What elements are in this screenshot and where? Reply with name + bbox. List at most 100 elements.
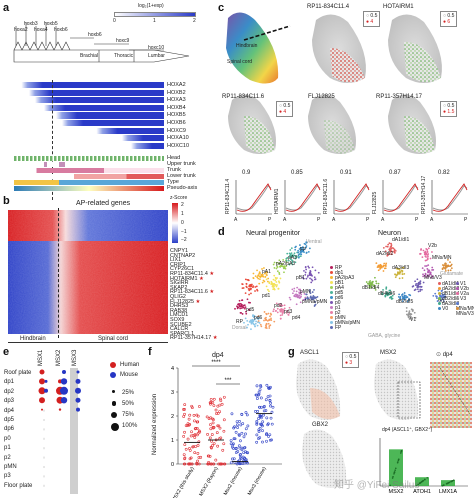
umap-point	[441, 268, 444, 271]
ap-axis-arrow	[8, 342, 168, 343]
umap-point	[305, 293, 308, 296]
umap-point	[265, 285, 268, 288]
region-thoracic: Thoracic	[114, 53, 134, 59]
umap-point	[279, 266, 282, 268]
ap-curve-plot	[382, 180, 419, 215]
umap-point	[276, 311, 279, 314]
e-row-label: Roof plate	[4, 370, 32, 376]
umap-point	[366, 282, 369, 285]
umap-point	[313, 276, 316, 279]
umap-point	[244, 292, 247, 295]
f-ytick-label: 1	[171, 438, 174, 444]
legend-dot	[438, 297, 441, 300]
f-point	[216, 424, 220, 428]
f-point	[183, 407, 186, 411]
f-point	[246, 424, 250, 428]
e-dot-plot	[38, 369, 81, 487]
umap-point	[265, 327, 268, 330]
colorbar-b-tick-3: −1	[181, 229, 187, 235]
g-point	[397, 459, 400, 462]
curve-ylabel: HOTAIRM1	[274, 188, 280, 214]
spatial-maps	[226, 12, 442, 154]
curve-axis-p: P	[268, 217, 272, 223]
legend-dot	[330, 266, 333, 269]
umap-point	[288, 263, 291, 266]
g-title-msx2: MSX2	[380, 350, 397, 356]
umap-point	[248, 293, 250, 296]
ap-gene-label: RP11-834C11.6 ★	[170, 289, 215, 296]
e-row-label: p0	[4, 435, 11, 442]
g-point	[442, 484, 444, 487]
f-point	[206, 432, 209, 436]
f-point	[212, 397, 216, 401]
track-label-type: Type	[167, 179, 179, 185]
umap-point	[308, 290, 311, 293]
umap-point	[380, 265, 383, 268]
umap-point	[416, 286, 419, 289]
legend-text: MNs/V3	[456, 311, 474, 317]
umap-point	[394, 273, 397, 276]
e-dot	[76, 407, 80, 412]
f-point	[197, 462, 201, 466]
umap-point	[426, 267, 429, 270]
umap-point	[275, 309, 278, 312]
f-point	[241, 462, 245, 465]
umap-point	[268, 318, 271, 321]
umap-cluster-label: V2b	[428, 243, 437, 249]
f-point	[259, 396, 263, 400]
ap-gene-label: SIGIRR	[170, 280, 189, 287]
f-point	[259, 384, 262, 387]
f-point	[209, 402, 212, 406]
umap-point	[373, 285, 376, 287]
f-point	[211, 421, 215, 425]
umap-point	[271, 282, 274, 285]
umap-point	[385, 262, 388, 265]
umap-point	[407, 313, 410, 315]
umap-point	[295, 293, 298, 296]
umap-point	[270, 317, 272, 320]
umap-legend-item: pA4	[330, 286, 344, 291]
umap-point	[305, 246, 307, 249]
umap-point	[296, 256, 298, 258]
hox-heatmap	[14, 82, 164, 154]
msx3-gray-column	[70, 368, 78, 494]
umap-point	[425, 259, 428, 262]
f-point	[268, 433, 272, 437]
umap-point	[305, 245, 308, 247]
e-size-label: 25%	[122, 390, 135, 396]
ap-curve-plot	[431, 180, 468, 215]
umap-point	[256, 288, 258, 291]
colorbar-b-tick-0: 2	[181, 202, 184, 208]
umap-point	[401, 273, 404, 276]
umap-legend-item: MNs/V3	[456, 307, 474, 317]
ap-gene-label: CALCR	[170, 326, 189, 333]
f-point	[242, 451, 246, 455]
curve-axis-p: P	[464, 217, 468, 223]
umap-point	[383, 262, 386, 265]
umap-point	[410, 317, 413, 320]
f-point	[188, 448, 192, 452]
umap-point	[405, 310, 408, 313]
umap-cluster-label: pd6	[254, 315, 263, 321]
g-point	[394, 469, 396, 472]
f-point	[198, 405, 201, 408]
f-point	[191, 434, 195, 437]
colorbar-b-tick-1: 1	[181, 211, 184, 217]
umap-point	[272, 310, 275, 313]
legend-dot	[330, 326, 333, 329]
legend-text: dA1/dI1	[442, 281, 460, 287]
hox-row	[14, 97, 164, 104]
umap-point	[256, 269, 258, 272]
track-label-pseudo-axis: Pseudo-axis	[167, 185, 198, 191]
umap-point	[398, 272, 401, 275]
legend-text: V2b	[460, 286, 469, 292]
track-lower-trunk	[14, 174, 164, 179]
umap-point	[300, 249, 303, 252]
f-point	[222, 429, 226, 433]
track-trunk	[14, 168, 164, 173]
umap-point	[386, 245, 389, 248]
umap-cluster-label: pB1	[296, 275, 305, 281]
f-point	[264, 409, 268, 412]
umap-point	[244, 317, 247, 320]
umap-cluster-label: pd5	[246, 307, 255, 313]
